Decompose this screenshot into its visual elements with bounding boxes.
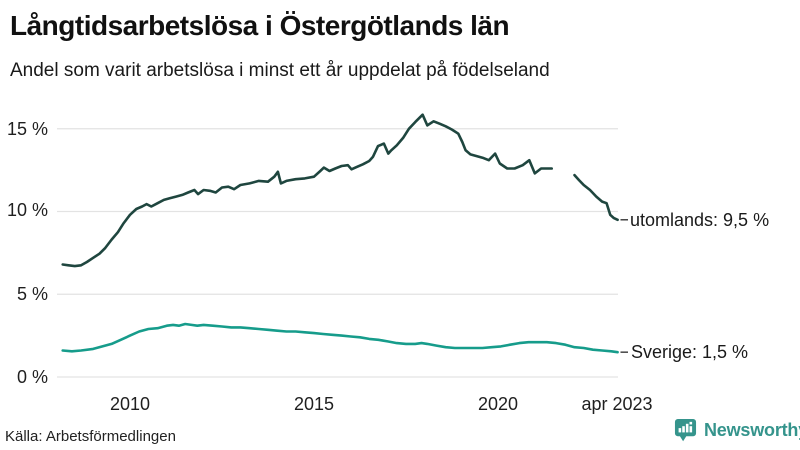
source-note: Källa: Arbetsförmedlingen — [5, 428, 176, 445]
x-tick-2010: 2010 — [109, 394, 151, 414]
x-tick-2020: 2020 — [477, 394, 519, 414]
series-label-sverige: Sverige: 1,5 % — [631, 342, 749, 362]
y-tick-0: 0 % — [16, 367, 48, 387]
y-tick-10: 10 % — [6, 200, 48, 220]
y-tick-5: 5 % — [16, 284, 48, 304]
series-line-utomlands — [61, 113, 554, 268]
chart-title: Långtidsarbetslösa i Östergötlands län — [10, 10, 510, 41]
x-tick-2015: 2015 — [293, 394, 335, 414]
chart-subtitle: Andel som varit arbetslösa i minst ett å… — [10, 60, 550, 81]
x-tick-apr-2023: apr 2023 — [581, 394, 653, 414]
series-line-utomlands — [573, 173, 619, 222]
newsworthy-logo-icon — [674, 418, 697, 443]
newsworthy-brand-link[interactable]: Newsworthy — [674, 418, 800, 443]
series-line-sverige — [61, 322, 619, 354]
y-tick-15: 15 % — [6, 119, 48, 139]
newsworthy-brand-label: Newsworthy — [704, 420, 800, 440]
series-label-utomlands: utomlands: 9,5 % — [630, 210, 770, 230]
